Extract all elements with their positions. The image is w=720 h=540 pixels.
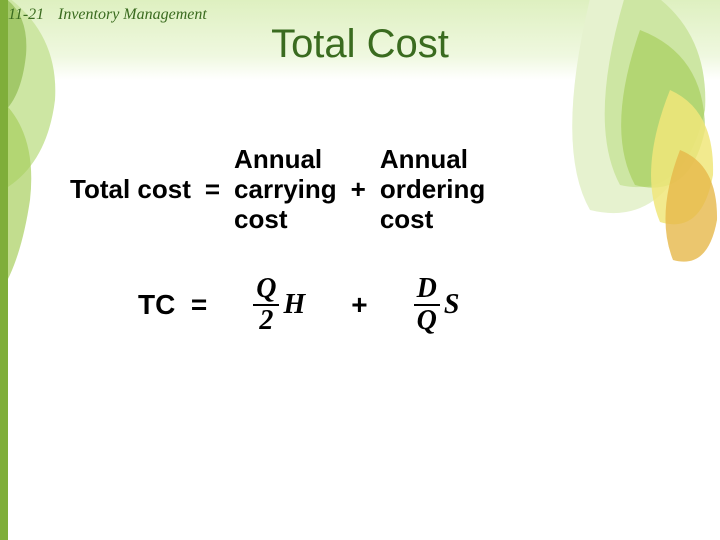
eq-plus-2: +: [351, 289, 367, 321]
eq-equals-2: =: [191, 289, 207, 320]
term1-line3: cost: [234, 205, 337, 235]
frac1-denominator: 2: [256, 306, 276, 335]
tc-label: TC: [138, 289, 175, 320]
term2-line2: ordering: [380, 175, 485, 205]
equation-words: Total cost = Annual carrying cost + Annu…: [70, 145, 670, 235]
fraction-d-over-q: D Q: [414, 275, 440, 335]
frac1-numerator: Q: [253, 275, 279, 306]
slide: 11-21 Inventory Management Total Cost To…: [0, 0, 720, 540]
term1-line2: carrying: [234, 175, 337, 205]
eq-equals-1: =: [205, 174, 220, 205]
eq-term-ordering: Annual ordering cost: [380, 145, 485, 235]
fraction-q-over-2: Q 2: [253, 275, 279, 335]
term2-line1: Annual: [380, 145, 485, 175]
eq-term-carrying: Annual carrying cost: [234, 145, 337, 235]
equation-formula: TC = Q 2 H + D Q S: [138, 275, 670, 335]
eq-plus-1: +: [351, 174, 366, 205]
frac2-denominator: Q: [414, 306, 440, 335]
term1-line1: Annual: [234, 145, 337, 175]
content-area: Total cost = Annual carrying cost + Annu…: [70, 145, 670, 335]
term-dqs: D Q S: [414, 275, 460, 335]
multiplier-s: S: [444, 289, 460, 321]
multiplier-h: H: [283, 289, 305, 321]
frac2-numerator: D: [414, 275, 440, 306]
term2-line3: cost: [380, 205, 485, 235]
page-title: Total Cost: [0, 22, 720, 67]
eq-lhs-words: Total cost: [70, 174, 191, 205]
eq-lhs-tc: TC =: [138, 289, 207, 321]
term-q2h: Q 2 H: [253, 275, 305, 335]
